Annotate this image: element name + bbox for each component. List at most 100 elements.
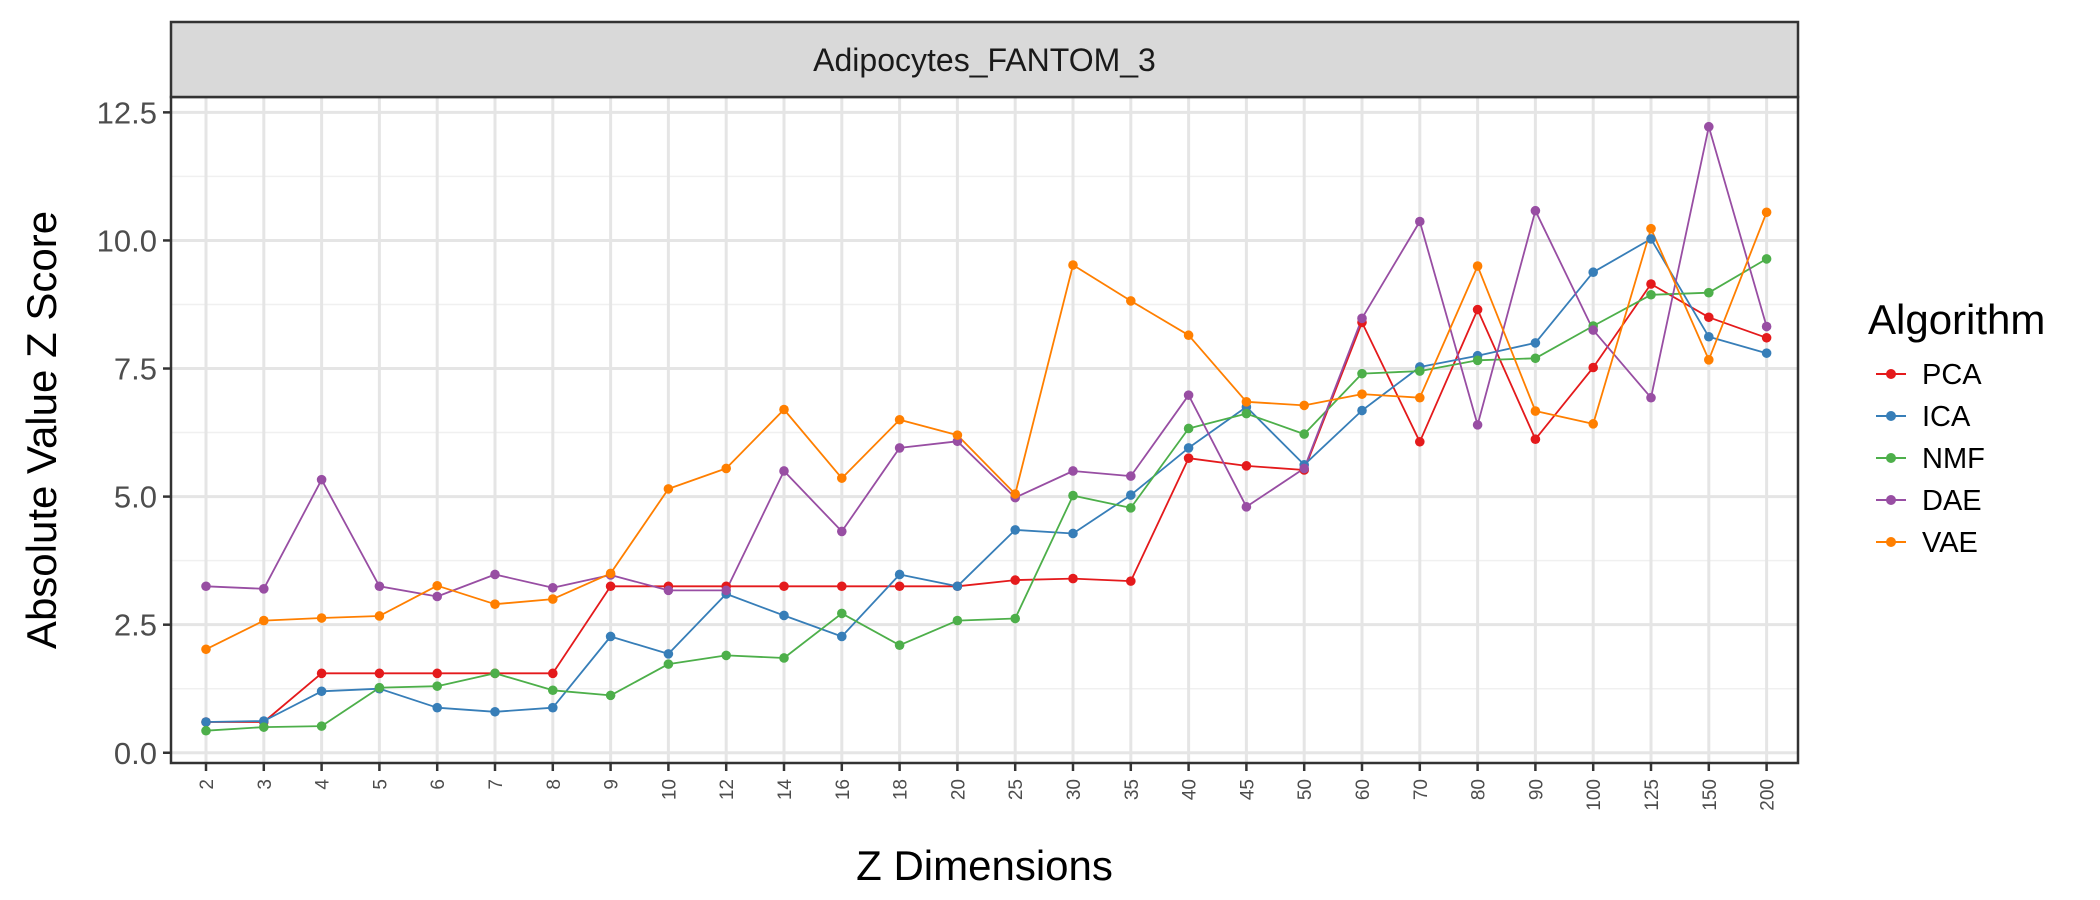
data-point-dae <box>259 584 269 594</box>
facet-strip <box>169 20 1800 99</box>
data-point-nmf <box>490 668 500 679</box>
data-point-pca <box>837 581 847 592</box>
data-point-ica <box>1588 267 1598 278</box>
data-point-nmf <box>1068 490 1078 501</box>
series-line-ica <box>205 237 1767 723</box>
data-point-vae <box>1415 392 1425 403</box>
data-point-dae <box>1357 313 1367 324</box>
data-point-pca <box>1126 576 1136 586</box>
data-point-pca <box>1068 573 1078 584</box>
data-point-ica <box>605 631 616 642</box>
data-point-nmf <box>952 615 963 626</box>
data-point-nmf <box>779 653 789 663</box>
x-tick-label: 10 <box>659 779 680 800</box>
x-tick-label: 14 <box>775 779 796 801</box>
data-point-pca <box>548 668 558 679</box>
data-point-nmf <box>1357 368 1367 379</box>
x-axis-title: Z Dimensions <box>856 842 1113 889</box>
data-point-vae <box>201 644 211 655</box>
data-point-nmf <box>1183 423 1194 434</box>
data-point-vae <box>952 430 963 440</box>
data-point-pca <box>316 668 327 679</box>
x-tick-label: 125 <box>1642 779 1663 811</box>
data-point-ica <box>894 569 905 580</box>
data-point-vae <box>779 404 789 415</box>
data-point-vae <box>432 580 443 591</box>
y-tick-label: 12.5 <box>97 95 157 130</box>
data-point-dae <box>837 526 847 537</box>
data-point-ica <box>548 702 558 713</box>
x-tick-label: 50 <box>1295 779 1316 800</box>
data-point-nmf <box>1415 366 1425 376</box>
x-tick-label: 100 <box>1584 779 1605 811</box>
x-tick-label: 16 <box>833 779 854 800</box>
legend-key-point <box>1886 537 1896 547</box>
x-tick-label: 70 <box>1411 779 1432 800</box>
legend-label: PCA <box>1922 359 1982 391</box>
data-point-pca <box>432 668 443 679</box>
data-point-vae <box>837 473 847 483</box>
data-point-ica <box>1183 443 1194 453</box>
grid-minor-lines <box>171 175 1798 690</box>
data-point-vae <box>1183 330 1194 341</box>
data-point-ica <box>1126 490 1136 500</box>
series-line-nmf <box>205 258 1768 732</box>
data-point-dae <box>779 466 789 476</box>
data-point-vae <box>605 568 616 579</box>
data-point-nmf <box>1530 353 1541 364</box>
x-tick-label: 45 <box>1237 779 1258 800</box>
data-point-nmf <box>1241 408 1252 419</box>
data-point-dae <box>1299 463 1309 474</box>
data-point-vae <box>1068 260 1078 270</box>
x-tick-label: 30 <box>1064 779 1085 800</box>
data-point-dae <box>1704 121 1714 132</box>
data-point-nmf <box>1472 355 1483 366</box>
data-point-pca <box>605 581 616 592</box>
y-tick-label: 5.0 <box>114 480 157 515</box>
legend: PCA ICA NMF DAE VAE <box>1876 359 1985 559</box>
data-point-nmf <box>1646 289 1656 300</box>
data-point-nmf <box>316 721 327 731</box>
data-point-dae <box>1068 466 1078 476</box>
data-point-ica <box>432 702 443 713</box>
x-tick-label: 60 <box>1353 779 1374 800</box>
data-point-vae <box>1241 397 1252 407</box>
data-point-vae <box>1357 389 1367 399</box>
data-point-vae <box>316 613 327 623</box>
series-points <box>201 121 1772 736</box>
legend-item-ica: ICA <box>1876 401 1971 433</box>
data-point-nmf <box>894 640 905 650</box>
data-point-ica <box>1761 348 1772 358</box>
data-point-vae <box>1126 296 1136 306</box>
y-axis-title: Absolute Value Z Score <box>18 211 65 649</box>
data-point-vae <box>374 611 385 621</box>
x-tick-label: 200 <box>1758 779 1779 811</box>
data-point-pca <box>1010 575 1020 585</box>
legend-item-vae: VAE <box>1876 527 1978 559</box>
x-tick-label: 9 <box>602 779 623 790</box>
grid-major-lines <box>171 97 1798 763</box>
data-point-ica <box>1530 338 1541 348</box>
data-point-ica <box>1010 525 1020 535</box>
data-point-dae <box>1530 205 1541 216</box>
data-point-ica <box>490 706 500 717</box>
legend-item-dae: DAE <box>1876 485 1982 517</box>
legend-label: ICA <box>1922 401 1971 433</box>
data-point-ica <box>1704 331 1714 342</box>
legend-item-nmf: NMF <box>1876 443 1985 475</box>
data-point-nmf <box>432 681 443 691</box>
data-point-vae <box>894 414 905 425</box>
legend-title: Algorithm <box>1868 296 2045 343</box>
data-point-pca <box>374 668 385 679</box>
data-point-nmf <box>1010 613 1020 624</box>
data-point-nmf <box>259 722 269 732</box>
y-axis: 0.0 2.5 5.0 7.5 10.0 12.5 <box>97 95 171 771</box>
data-point-dae <box>1761 321 1772 332</box>
data-point-pca <box>779 581 789 592</box>
data-point-vae <box>548 594 558 604</box>
data-point-dae <box>1472 420 1483 430</box>
series-line-dae <box>205 125 1768 598</box>
x-tick-label: 3 <box>255 779 276 790</box>
data-point-vae <box>1530 406 1541 416</box>
